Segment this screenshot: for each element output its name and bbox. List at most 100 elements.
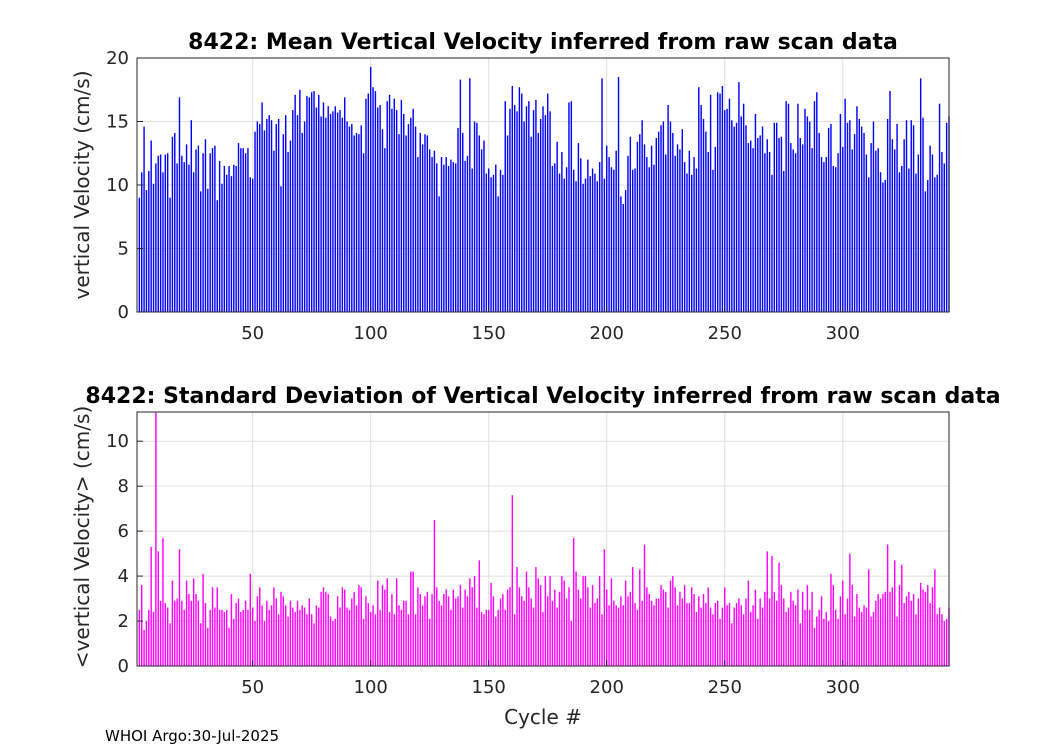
stddev-velocity-bar [778,562,780,666]
mean-velocity-ytick-label: 0 [118,302,129,323]
stddev-velocity-bar [910,600,912,666]
stddev-velocity-bar [657,598,660,666]
stddev-velocity-bar [853,616,856,666]
mean-velocity-bar [627,155,629,312]
mean-velocity-xtick-label: 100 [354,323,388,344]
mean-velocity-bar [766,139,768,312]
stddev-velocity-bar [358,585,360,666]
stddev-velocity-bar [896,616,898,666]
mean-velocity-bar [773,122,776,313]
mean-velocity-panel: 0 5 10 15 20 50 100 150 200 250 300 8422: Mean Ve… [70,30,950,344]
stddev-velocity-bar [716,600,719,666]
stddev-velocity-bar [322,587,325,666]
mean-velocity-bar [202,153,204,312]
mean-velocity-bar [310,92,313,312]
stddev-velocity-bar [929,603,931,666]
stddev-velocity-bar [497,609,499,666]
stddev-velocity-bar [653,605,655,666]
mean-velocity-bar [209,153,211,312]
mean-velocity-bar [214,145,216,312]
stddev-velocity-bar [381,585,384,666]
mean-velocity-bar [912,125,915,312]
mean-velocity-bar [268,115,270,313]
stddev-velocity-title: 8422: Standard Deviation of Vertical Vel… [85,384,1000,409]
stddev-velocity-xtick-label: 200 [590,677,624,698]
mean-velocity-bar [143,126,145,312]
mean-velocity-bar [228,165,230,312]
mean-velocity-bar [480,149,483,312]
stddev-velocity-bar [462,607,464,666]
mean-velocity-bar [792,149,794,312]
mean-velocity-bar [875,150,877,312]
mean-velocity-bar [728,98,731,312]
stddev-velocity-bar [181,600,183,666]
mean-velocity-bar [707,151,709,312]
stddev-velocity-bar [424,596,426,666]
mean-velocity-bar [216,200,218,312]
stddev-velocity-bar [351,598,353,666]
mean-velocity-bar [407,124,410,312]
mean-velocity-bar [249,177,252,312]
stddev-velocity-bar [230,594,233,666]
mean-velocity-bar [768,151,771,312]
stddev-velocity-bar [580,598,582,666]
stddev-velocity-bar [582,576,584,666]
stddev-velocity-bar [495,616,497,666]
stddev-velocity-bar [195,594,197,666]
mean-velocity-bar [575,181,577,312]
mean-velocity-bar [908,168,910,312]
stddev-velocity-bar [247,609,249,666]
mean-velocity-bar [811,148,813,312]
stddev-velocity-bar [320,591,322,666]
stddev-velocity-bar [341,587,344,666]
stddev-velocity-bar [339,607,341,666]
stddev-velocity-bar [608,605,610,666]
mean-velocity-bar [188,164,190,312]
stddev-velocity-bar [596,598,598,666]
mean-velocity-bar [329,113,332,312]
mean-velocity-bar [391,108,393,312]
mean-velocity-bar [294,94,296,312]
stddev-velocity-bar [702,594,705,666]
mean-velocity-bar [695,168,698,312]
mean-velocity-bar [372,87,374,313]
stddev-velocity-bar [143,630,145,666]
mean-velocity-bar [488,168,490,312]
mean-velocity-bar [336,112,339,312]
mean-velocity-bar [683,162,686,312]
mean-velocity-bar [454,163,457,312]
mean-velocity-bar [674,155,676,312]
stddev-velocity-xtick-label: 100 [354,677,388,698]
mean-velocity-bar [924,191,927,312]
mean-velocity-bar [275,124,277,312]
stddev-velocity-bar [823,618,825,666]
stddev-velocity-bar [176,598,178,666]
stddev-velocity-bar [832,585,835,666]
mean-velocity-bar [384,148,386,312]
mean-velocity-bar [381,129,384,312]
stddev-velocity-bar [839,596,842,666]
mean-velocity-bar [787,103,790,312]
mean-velocity-bar [759,135,761,312]
mean-velocity-bar [775,122,778,313]
stddev-velocity-bar [849,553,851,666]
mean-velocity-bar [204,139,207,312]
stddev-velocity-bar [268,609,270,666]
mean-velocity-bar [820,157,823,312]
mean-velocity-bar [745,125,747,312]
mean-velocity-bar [138,197,141,312]
stddev-velocity-bar [277,614,280,666]
mean-velocity-bar [195,149,197,312]
stddev-velocity-bar [469,578,471,666]
stddev-velocity-bar [844,614,846,666]
mean-velocity-bar [726,108,728,312]
stddev-velocity-bar [485,609,488,666]
mean-velocity-bar [166,153,169,312]
stddev-velocity-bar [204,603,207,666]
mean-velocity-bar [178,97,181,313]
stddev-velocity-bar [754,589,757,666]
stddev-velocity-bar [775,600,778,666]
mean-velocity-bar [273,150,275,312]
mean-velocity-bar [528,101,530,313]
mean-velocity-bar [653,164,655,312]
